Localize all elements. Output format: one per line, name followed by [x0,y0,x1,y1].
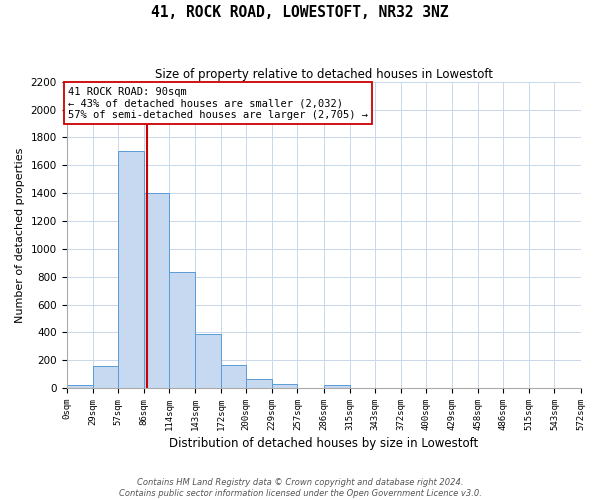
Bar [67,386,92,388]
Bar [169,272,195,388]
Title: Size of property relative to detached houses in Lowestoft: Size of property relative to detached ho… [155,68,493,80]
Bar [221,365,246,388]
Bar [272,384,298,388]
Bar [195,334,221,388]
Bar [246,379,272,388]
Y-axis label: Number of detached properties: Number of detached properties [15,147,25,322]
Text: 41, ROCK ROAD, LOWESTOFT, NR32 3NZ: 41, ROCK ROAD, LOWESTOFT, NR32 3NZ [151,5,449,20]
Bar [118,152,144,388]
X-axis label: Distribution of detached houses by size in Lowestoft: Distribution of detached houses by size … [169,437,478,450]
Bar [323,384,350,388]
Text: 41 ROCK ROAD: 90sqm
← 43% of detached houses are smaller (2,032)
57% of semi-det: 41 ROCK ROAD: 90sqm ← 43% of detached ho… [68,86,368,120]
Text: Contains HM Land Registry data © Crown copyright and database right 2024.
Contai: Contains HM Land Registry data © Crown c… [119,478,481,498]
Bar [92,366,118,388]
Bar [144,193,169,388]
